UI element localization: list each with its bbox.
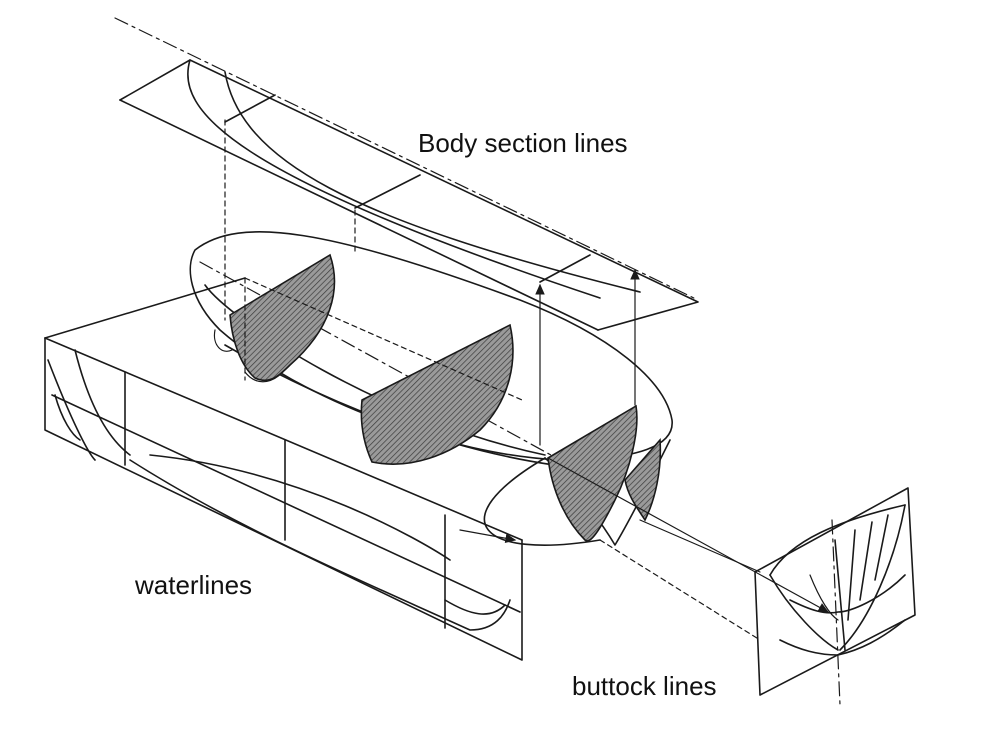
- buttock-lines-label: buttock lines: [572, 671, 717, 701]
- waterlines-label: waterlines: [135, 570, 253, 600]
- box-bow-curve-3: [54, 394, 81, 441]
- box-keel-curve: [129, 459, 511, 631]
- section-aft-2: [624, 438, 662, 522]
- buttock-frame: [754, 487, 916, 696]
- profile-frame-bottom: [119, 99, 599, 331]
- extension-lines: [547, 457, 830, 641]
- box-waterline: [51, 394, 521, 613]
- profile-frame: [119, 59, 699, 331]
- hull-centerline: [199, 261, 561, 461]
- body-section-lines-label: Body section lines: [418, 128, 628, 158]
- profile-sheer: [224, 71, 641, 293]
- profile-centerline: [114, 17, 699, 301]
- profile-station-1: [224, 94, 276, 123]
- buttock-left-curve: [769, 574, 839, 651]
- buttock-right-curve: [839, 504, 906, 651]
- section-mid: [360, 323, 514, 465]
- section-bow: [229, 253, 336, 382]
- hull-waterline-a: [204, 284, 546, 456]
- body-sections: [229, 253, 662, 542]
- profile-keel: [187, 59, 601, 299]
- buttock-waterline-2: [779, 619, 906, 656]
- section-aft-1: [547, 404, 638, 542]
- box-bow-curve: [47, 359, 96, 461]
- box-top-left: [44, 277, 246, 339]
- box-stern-curve: [444, 599, 506, 615]
- box-top-back: [244, 277, 523, 401]
- hull-keel-line: [483, 457, 601, 546]
- profile-station-2: [354, 174, 421, 209]
- box-arrow: [459, 529, 517, 544]
- projection-lines: [224, 119, 640, 446]
- profile-station-3: [539, 254, 591, 283]
- hull-bow-detail: [213, 329, 233, 352]
- box-bow-curve-2: [74, 349, 131, 456]
- box-buttock-curve: [149, 454, 451, 561]
- buttock-top-curve: [769, 504, 906, 576]
- buttock-waterline: [789, 574, 906, 614]
- profile-plane: [114, 17, 699, 331]
- buttock-plane: [754, 487, 916, 706]
- waterline-box: [44, 277, 523, 661]
- buttock-inner-curve: [809, 574, 839, 621]
